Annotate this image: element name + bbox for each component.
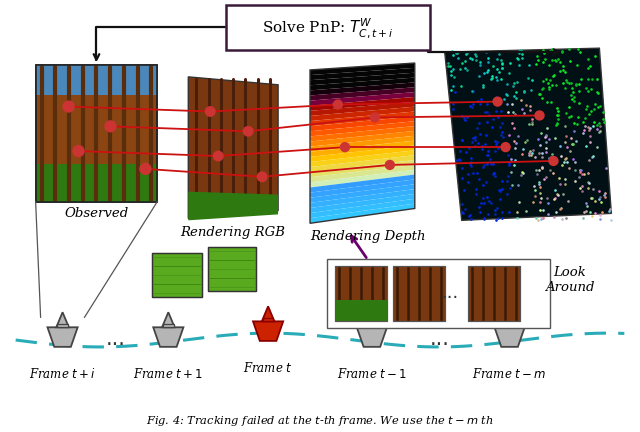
Polygon shape <box>56 312 69 327</box>
Bar <box>36 65 157 95</box>
Circle shape <box>340 143 349 152</box>
Circle shape <box>371 113 380 122</box>
Circle shape <box>140 163 151 175</box>
Text: Solve PnP: $T^W_{C,t+i}$: Solve PnP: $T^W_{C,t+i}$ <box>262 16 394 40</box>
Bar <box>335 266 387 321</box>
Polygon shape <box>310 136 415 152</box>
Text: Rendering Depth: Rendering Depth <box>310 230 426 243</box>
Circle shape <box>501 143 510 152</box>
Polygon shape <box>310 116 415 131</box>
Polygon shape <box>310 68 415 80</box>
Polygon shape <box>188 77 278 218</box>
Circle shape <box>243 127 253 136</box>
Text: Look
Around: Look Around <box>545 266 594 294</box>
Polygon shape <box>310 160 415 177</box>
Polygon shape <box>365 312 378 327</box>
Bar <box>367 324 377 327</box>
Polygon shape <box>310 146 415 162</box>
Polygon shape <box>310 107 415 121</box>
Polygon shape <box>310 131 415 146</box>
Polygon shape <box>310 179 415 198</box>
Text: Frame $t$: Frame $t$ <box>243 361 293 375</box>
Polygon shape <box>310 83 415 95</box>
Circle shape <box>205 107 215 116</box>
Polygon shape <box>253 321 284 341</box>
Polygon shape <box>310 92 415 106</box>
Polygon shape <box>310 73 415 85</box>
Bar <box>335 300 387 321</box>
Bar <box>57 324 68 327</box>
Polygon shape <box>445 48 611 220</box>
Circle shape <box>257 172 267 181</box>
Polygon shape <box>495 327 525 347</box>
Bar <box>335 266 387 321</box>
Polygon shape <box>310 111 415 126</box>
Polygon shape <box>310 140 415 157</box>
Polygon shape <box>310 63 415 75</box>
Bar <box>263 318 273 321</box>
Bar <box>468 266 520 321</box>
FancyBboxPatch shape <box>327 259 550 328</box>
Circle shape <box>73 146 84 156</box>
Polygon shape <box>310 194 415 213</box>
Text: Frame $t+1$: Frame $t+1$ <box>133 367 204 381</box>
Polygon shape <box>310 121 415 137</box>
Bar <box>36 164 157 202</box>
Polygon shape <box>310 126 415 142</box>
Polygon shape <box>310 189 415 208</box>
Text: Frame $t+i$: Frame $t+i$ <box>29 367 96 381</box>
Bar <box>163 324 173 327</box>
Bar <box>208 247 256 291</box>
Polygon shape <box>47 327 77 347</box>
Polygon shape <box>310 78 415 90</box>
Polygon shape <box>310 102 415 116</box>
Polygon shape <box>310 165 415 182</box>
Polygon shape <box>162 312 175 327</box>
Polygon shape <box>310 87 415 101</box>
Circle shape <box>213 151 223 161</box>
Text: Frame $t-m$: Frame $t-m$ <box>472 367 547 381</box>
Text: ...: ... <box>106 329 125 349</box>
Bar <box>393 266 445 321</box>
Circle shape <box>105 121 116 132</box>
Bar <box>152 253 202 296</box>
Circle shape <box>63 101 74 112</box>
Polygon shape <box>310 170 415 187</box>
Bar <box>468 266 520 321</box>
Text: Frame $t-1$: Frame $t-1$ <box>337 367 407 381</box>
Polygon shape <box>188 192 278 220</box>
Polygon shape <box>310 199 415 218</box>
Polygon shape <box>310 97 415 111</box>
FancyBboxPatch shape <box>226 5 430 50</box>
Polygon shape <box>310 155 415 172</box>
Bar <box>208 247 256 291</box>
Polygon shape <box>153 327 184 347</box>
Polygon shape <box>356 327 387 347</box>
Polygon shape <box>310 150 415 167</box>
Text: Fig. 4: Tracking failed at the $t$-th frame. We use the $t-m$ th: Fig. 4: Tracking failed at the $t$-th fr… <box>146 414 494 428</box>
Bar <box>36 65 157 202</box>
Bar <box>504 324 515 327</box>
Circle shape <box>493 97 502 106</box>
Polygon shape <box>310 175 415 193</box>
Text: ...: ... <box>441 283 458 302</box>
Text: Rendering RGB: Rendering RGB <box>180 226 285 239</box>
Polygon shape <box>262 306 275 321</box>
Bar <box>152 253 202 296</box>
Circle shape <box>549 156 558 165</box>
Text: ...: ... <box>430 329 450 349</box>
Text: Observed: Observed <box>65 207 129 220</box>
Circle shape <box>385 160 394 169</box>
Polygon shape <box>310 184 415 203</box>
Circle shape <box>535 111 544 120</box>
Polygon shape <box>503 312 516 327</box>
Polygon shape <box>310 203 415 223</box>
Circle shape <box>333 100 342 109</box>
Bar <box>36 65 157 202</box>
Bar <box>393 266 445 321</box>
